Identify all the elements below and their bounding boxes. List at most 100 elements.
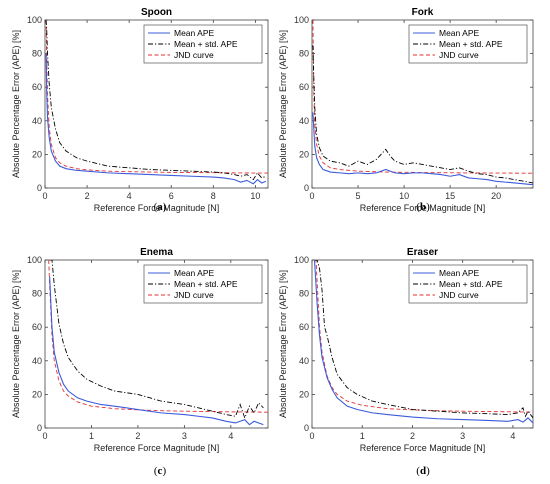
y-tick-label: 60 xyxy=(299,322,309,332)
panel-caption: (a) xyxy=(154,201,167,213)
y-tick-label: 0 xyxy=(37,423,42,433)
x-tick-label: 20 xyxy=(491,191,501,201)
caption-paren: ) xyxy=(426,465,430,477)
legend-entry: JND curve xyxy=(439,290,479,300)
legend-entry: Mean + std. APE xyxy=(439,39,503,49)
caption-paren: ( xyxy=(154,201,158,213)
legend-entry: Mean APE xyxy=(439,28,479,38)
caption-letter: b xyxy=(420,201,426,213)
legend-entry: JND curve xyxy=(174,290,214,300)
x-axis-label: Reference Force Magnitude [N] xyxy=(94,203,220,213)
caption-paren: ( xyxy=(154,465,158,477)
legend-entry: Mean + std. APE xyxy=(439,279,503,289)
x-tick-label: 3 xyxy=(460,431,465,441)
caption-letter: a xyxy=(157,201,163,213)
y-tick-label: 40 xyxy=(32,356,42,366)
x-tick-label: 2 xyxy=(85,191,90,201)
x-tick-label: 4 xyxy=(228,431,233,441)
series-line-mean-std-ape xyxy=(45,20,267,181)
series-line-mean-ape xyxy=(45,53,267,185)
x-tick-label: 10 xyxy=(250,191,260,201)
x-tick-label: 4 xyxy=(510,431,515,441)
y-tick-label: 40 xyxy=(299,116,309,126)
chart-title: Spoon xyxy=(141,7,172,18)
y-tick-label: 100 xyxy=(27,255,42,265)
y-tick-label: 80 xyxy=(299,49,309,59)
y-axis-label: Absolute Percentage Error (APE) [%] xyxy=(278,30,288,178)
chart-title: Eraser xyxy=(407,247,438,258)
y-tick-label: 60 xyxy=(32,322,42,332)
x-tick-label: 6 xyxy=(169,191,174,201)
chart-panel-4: 0 20 40 60 80 100 0 1 2 3 4 Eraser Reference Force M… xyxy=(278,247,534,477)
x-tick-label: 2 xyxy=(410,431,415,441)
y-tick-label: 20 xyxy=(299,149,309,159)
series-line-mean-std-ape xyxy=(314,260,533,419)
x-axis-label: Reference Force Magnitude [N] xyxy=(360,443,486,453)
y-tick-label: 0 xyxy=(37,183,42,193)
y-tick-label: 20 xyxy=(32,389,42,399)
legend-entry: JND curve xyxy=(439,50,479,60)
legend-box xyxy=(408,24,528,64)
y-axis-label: Absolute Percentage Error (APE) [%] xyxy=(11,30,21,178)
y-tick-label: 20 xyxy=(299,389,309,399)
series-line-jnd-curve xyxy=(48,260,268,413)
legend-entry: Mean APE xyxy=(174,28,214,38)
x-tick-label: 0 xyxy=(309,191,314,201)
chart-panel-1: 0 20 40 60 80 100 0 2 4 6 8 10 Spoon Reference Force … xyxy=(11,7,269,213)
caption-paren: ) xyxy=(163,201,167,213)
y-tick-label: 80 xyxy=(32,49,42,59)
y-tick-label: 20 xyxy=(32,149,42,159)
y-tick-label: 80 xyxy=(299,289,309,299)
legend-box xyxy=(408,264,528,304)
series-line-mean-std-ape xyxy=(49,260,264,420)
x-axis-label: Reference Force Magnitude [N] xyxy=(360,203,486,213)
x-tick-label: 10 xyxy=(399,191,409,201)
x-tick-label: 15 xyxy=(445,191,455,201)
caption-letter: d xyxy=(420,465,426,477)
x-tick-label: 8 xyxy=(211,191,216,201)
panel-caption: (d) xyxy=(416,465,430,477)
y-axis-label: Absolute Percentage Error (APE) [%] xyxy=(278,270,288,418)
legend-entry: Mean APE xyxy=(174,268,214,278)
chart-title: Enema xyxy=(140,247,173,258)
y-axis-label: Absolute Percentage Error (APE) [%] xyxy=(11,270,21,418)
series-line-mean-ape xyxy=(49,276,264,426)
x-tick-label: 0 xyxy=(309,431,314,441)
panel-caption: (b) xyxy=(416,201,430,213)
y-tick-label: 80 xyxy=(32,289,42,299)
x-tick-label: 0 xyxy=(42,191,47,201)
legend-entry: Mean + std. APE xyxy=(174,279,238,289)
series-line-mean-ape xyxy=(312,112,533,186)
chart-title: Fork xyxy=(412,7,434,18)
x-tick-label: 4 xyxy=(127,191,132,201)
legend-entry: Mean APE xyxy=(439,268,479,278)
legend-entry: JND curve xyxy=(174,50,214,60)
series-line-jnd-curve xyxy=(312,20,533,174)
x-tick-label: 1 xyxy=(360,431,365,441)
x-tick-label: 2 xyxy=(135,431,140,441)
y-tick-label: 40 xyxy=(32,116,42,126)
y-tick-label: 60 xyxy=(299,82,309,92)
x-tick-label: 0 xyxy=(42,431,47,441)
caption-paren: ) xyxy=(162,465,166,477)
panel-caption: (c) xyxy=(154,465,167,477)
y-tick-label: 100 xyxy=(27,15,42,25)
y-tick-label: 0 xyxy=(304,183,309,193)
series-line-jnd-curve xyxy=(45,20,268,174)
x-tick-label: 1 xyxy=(89,431,94,441)
series-line-mean-ape xyxy=(313,260,533,424)
x-tick-label: 3 xyxy=(182,431,187,441)
legend-box xyxy=(143,264,263,304)
y-tick-label: 60 xyxy=(32,82,42,92)
legend-entry: Mean + std. APE xyxy=(174,39,238,49)
series-line-jnd-curve xyxy=(314,260,533,413)
y-tick-label: 0 xyxy=(304,423,309,433)
legend-box xyxy=(143,24,263,64)
x-axis-label: Reference Force Magnitude [N] xyxy=(94,443,220,453)
chart-panel-3: 0 20 40 60 80 100 0 1 2 3 4 Enema Reference Force Ma… xyxy=(11,247,269,477)
